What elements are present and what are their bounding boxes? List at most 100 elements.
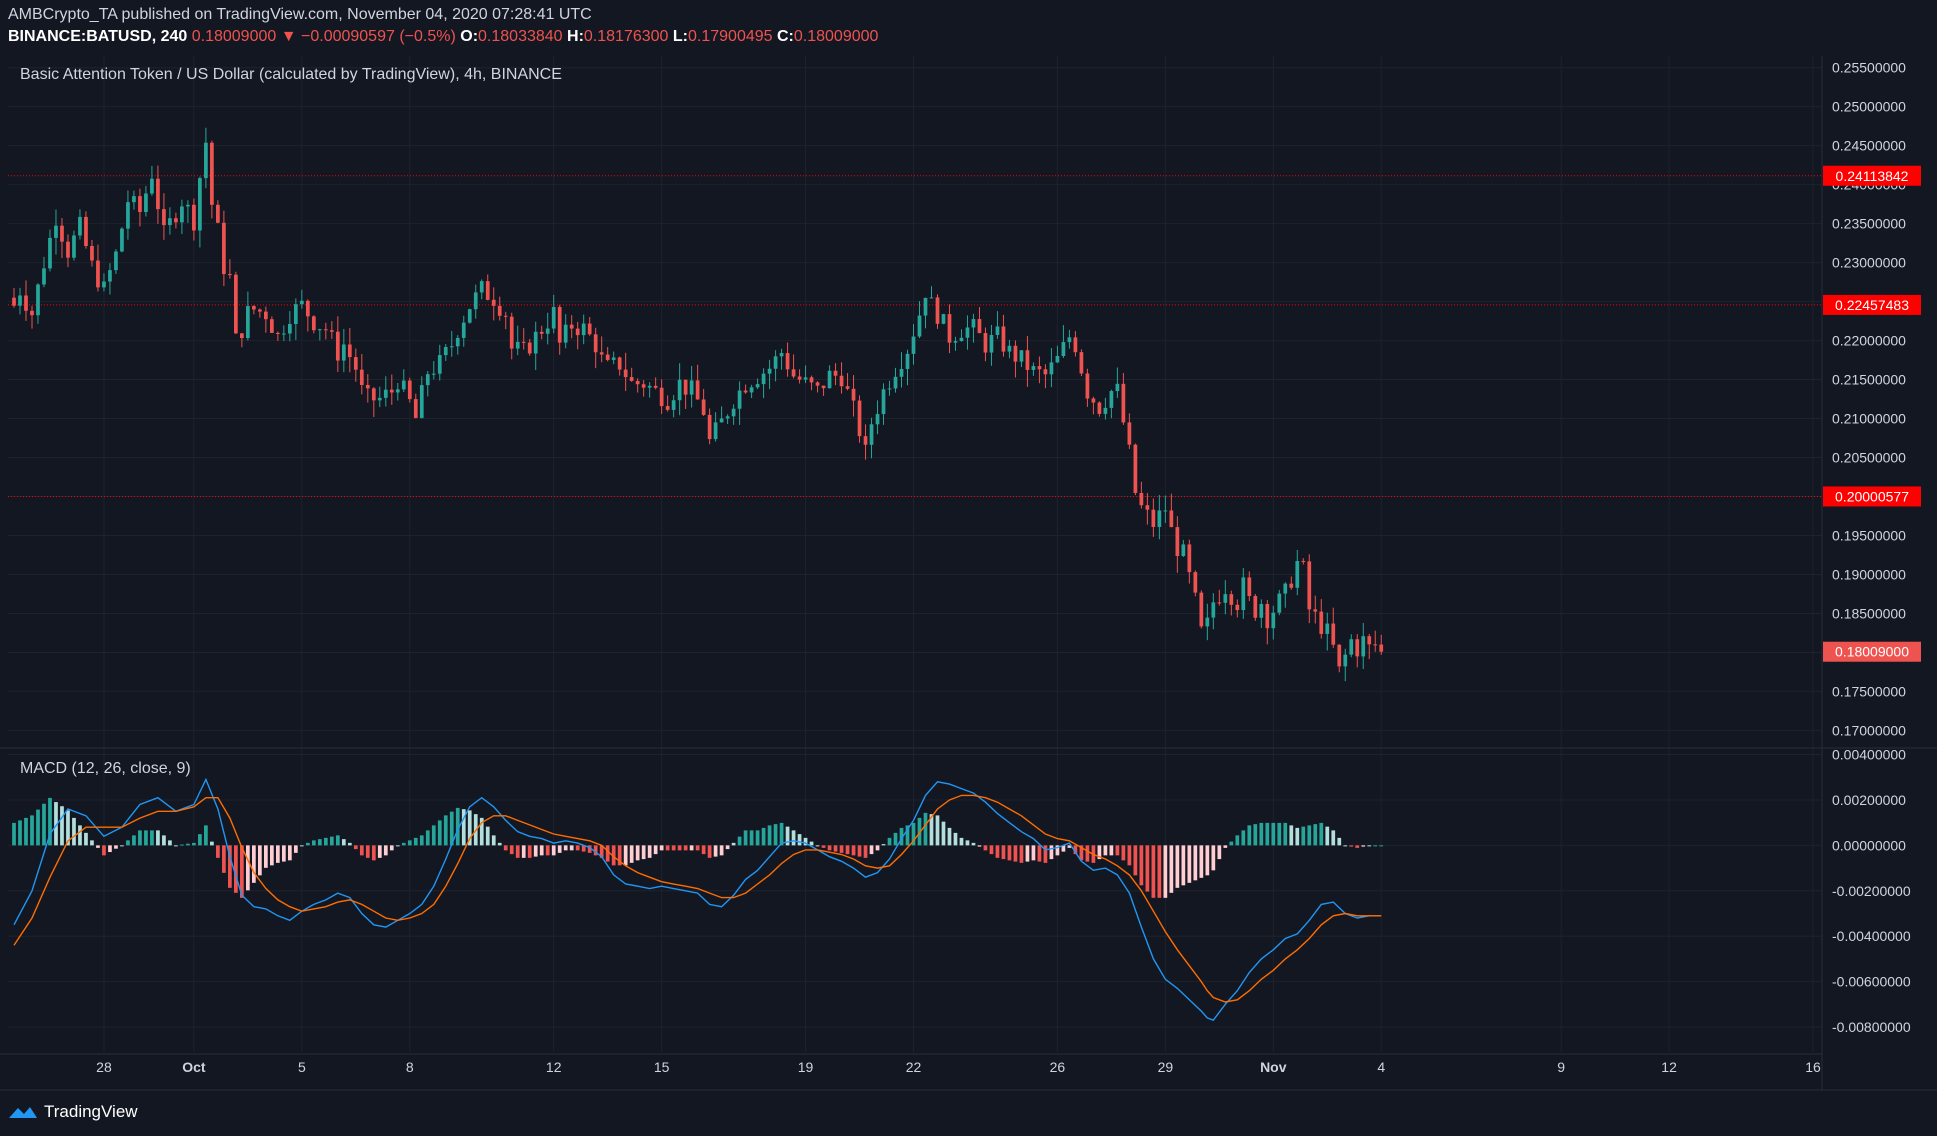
histogram-bar <box>1349 845 1354 847</box>
candle-body <box>479 281 484 293</box>
histogram-bar <box>1373 845 1378 847</box>
candle-body <box>90 245 94 261</box>
candle-body <box>467 309 472 323</box>
candle-body <box>150 178 154 194</box>
histogram-bar <box>905 825 910 846</box>
histogram-bar <box>353 845 358 850</box>
histogram-bar <box>425 830 430 846</box>
candle-body <box>797 376 802 380</box>
candle-body <box>437 355 442 374</box>
chart-header: AMBCrypto_TA published on TradingView.co… <box>0 0 1937 50</box>
candle-body <box>246 306 250 339</box>
candle-body <box>689 380 694 395</box>
price-tick-label: 0.19500000 <box>1832 527 1906 543</box>
candle-body <box>773 356 778 369</box>
histogram-bar <box>1067 845 1072 848</box>
candle-body <box>1127 422 1132 445</box>
candle-body <box>701 399 706 415</box>
candle-body <box>815 382 820 386</box>
histogram-bar <box>923 812 928 846</box>
histogram-bar <box>1043 845 1048 863</box>
histogram-bar <box>1085 845 1090 862</box>
histogram-bar <box>162 835 166 846</box>
candle-body <box>911 336 916 354</box>
histogram-bar <box>240 845 244 898</box>
histogram-bar <box>156 830 160 846</box>
histogram-bar <box>317 839 322 846</box>
time-tick-label: 15 <box>654 1059 670 1075</box>
candle-body <box>1067 337 1072 343</box>
histogram-bar <box>234 845 238 893</box>
close-value: 0.18009000 <box>793 28 879 45</box>
histogram-bar <box>767 825 772 846</box>
candle-body <box>845 386 850 389</box>
histogram-bar <box>102 845 106 856</box>
candle-body <box>377 397 382 401</box>
candle-body <box>329 330 334 332</box>
macd-tick-label: -0.00800000 <box>1832 1019 1911 1035</box>
histogram-bar <box>389 845 394 851</box>
histogram-bar <box>1205 845 1210 876</box>
candle-body <box>240 333 244 339</box>
histogram-bar <box>671 845 676 851</box>
change-value: ▼ −0.00090597 (−0.5%) <box>280 28 456 45</box>
histogram-bar <box>1235 835 1240 846</box>
histogram-bar <box>1313 824 1318 846</box>
candle-body <box>653 385 658 388</box>
histogram-bar <box>1151 845 1156 898</box>
symbol-label[interactable]: BINANCE:BATUSD, 240 <box>8 28 188 45</box>
histogram-bar <box>48 797 52 846</box>
histogram-bar <box>281 845 286 862</box>
candle-body <box>305 300 310 317</box>
time-tick-label: 28 <box>96 1059 112 1075</box>
histogram-bar <box>431 825 436 846</box>
ohlc-line: BINANCE:BATUSD, 240 0.18009000 ▼ −0.0009… <box>8 28 878 46</box>
candle-body <box>383 389 388 398</box>
histogram-bar <box>893 832 898 846</box>
horizontal-levels <box>8 175 1822 497</box>
candle-body <box>533 331 538 354</box>
candle-body <box>1145 505 1150 510</box>
histogram-bar <box>491 835 496 846</box>
time-tick-label: 19 <box>798 1059 814 1075</box>
candle-body <box>174 218 178 223</box>
candle-body <box>527 342 532 354</box>
histogram-bar <box>1061 845 1066 852</box>
histogram-bar <box>66 810 70 846</box>
candle-body <box>419 385 424 418</box>
macd-pane-title[interactable]: MACD (12, 26, close, 9) <box>20 760 191 777</box>
candle-body <box>413 399 418 418</box>
histogram-bar <box>779 822 784 846</box>
histogram-bar <box>443 815 448 846</box>
candle-body <box>114 251 118 271</box>
candle-body <box>431 373 436 375</box>
tradingview-brand[interactable]: TradingView <box>8 1102 138 1122</box>
price-tag <box>1823 165 1921 186</box>
candle-body <box>473 292 478 310</box>
histogram-bar <box>557 845 562 853</box>
candle-body <box>959 337 964 342</box>
candle-body <box>1121 383 1126 423</box>
histogram-bar <box>18 820 22 846</box>
candle-body <box>1253 596 1258 618</box>
candle-body <box>108 270 112 282</box>
time-tick-label: 29 <box>1158 1059 1174 1075</box>
candle-body <box>1055 355 1060 363</box>
histogram-bar <box>341 839 346 846</box>
candle-body <box>96 260 100 288</box>
histogram-bar <box>683 845 688 851</box>
histogram-bar <box>210 841 214 846</box>
candle-body <box>1115 383 1120 392</box>
candle-body <box>1013 345 1018 362</box>
histogram-bar <box>186 843 190 846</box>
histogram-bar <box>689 845 694 851</box>
histogram-bar <box>1217 845 1222 860</box>
histogram-bar <box>467 810 472 846</box>
histogram-bar <box>216 845 220 858</box>
candle-body <box>827 370 832 389</box>
histogram-bar <box>1343 845 1348 847</box>
candle-body <box>947 314 952 343</box>
candle-body <box>851 388 856 401</box>
price-tick-label: 0.24500000 <box>1832 138 1906 154</box>
histogram-bar <box>359 845 364 856</box>
